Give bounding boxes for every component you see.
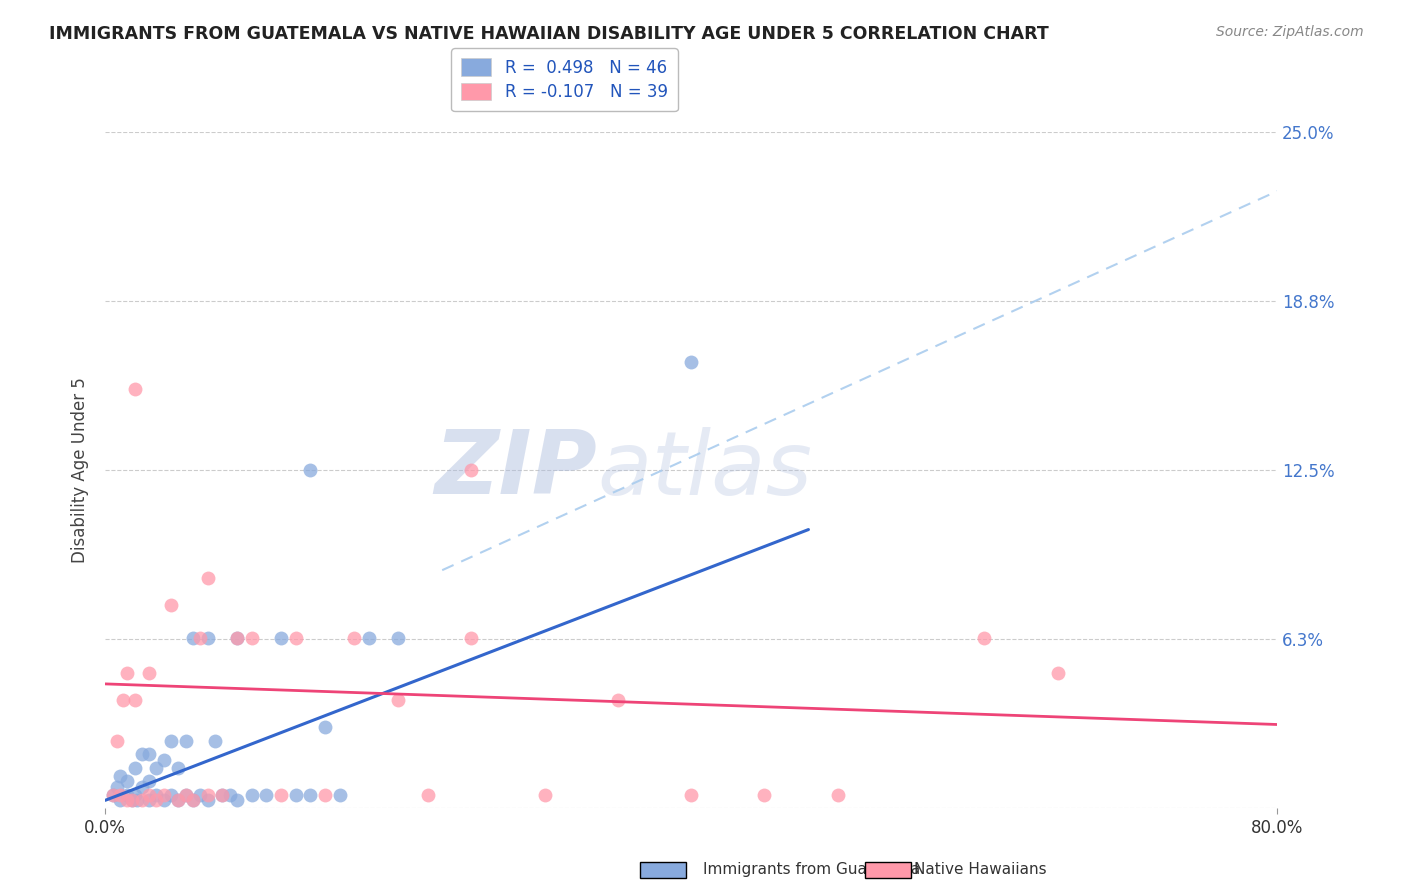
Point [681, 788, 703, 802]
Point [115, 793, 138, 807]
Point [101, 788, 124, 802]
Point [131, 793, 153, 807]
Point [138, 747, 160, 762]
Point [160, 599, 183, 613]
Point [124, 382, 146, 396]
Point [226, 793, 249, 807]
Point [160, 788, 183, 802]
Point [973, 631, 995, 645]
Point [284, 631, 307, 645]
Point [204, 733, 226, 747]
Point [343, 631, 366, 645]
Point [190, 788, 212, 802]
Point [357, 631, 380, 645]
Point [533, 788, 555, 802]
Point [681, 354, 703, 368]
Point [754, 788, 776, 802]
Point [153, 793, 176, 807]
Point [115, 774, 138, 789]
Point [270, 631, 292, 645]
Point [145, 793, 167, 807]
Text: Native Hawaiians: Native Hawaiians [914, 863, 1046, 877]
Text: Immigrants from Guatemala: Immigrants from Guatemala [703, 863, 921, 877]
Point [197, 571, 219, 585]
Point [124, 788, 146, 802]
Point [108, 793, 131, 807]
Point [131, 780, 153, 794]
Point [211, 788, 233, 802]
Point [105, 733, 128, 747]
Point [314, 720, 336, 734]
Point [111, 693, 134, 707]
Point [197, 631, 219, 645]
Point [181, 793, 204, 807]
Point [270, 788, 292, 802]
Point [167, 761, 190, 775]
Point [226, 631, 249, 645]
Point [115, 666, 138, 681]
Point [124, 693, 146, 707]
Point [121, 793, 143, 807]
Point [105, 780, 128, 794]
Point [284, 788, 307, 802]
Text: atlas: atlas [598, 427, 813, 513]
Point [138, 788, 160, 802]
Point [240, 788, 263, 802]
Point [416, 788, 439, 802]
Point [218, 788, 240, 802]
Point [138, 774, 160, 789]
Point [145, 788, 167, 802]
Point [108, 788, 131, 802]
Point [211, 788, 233, 802]
Point [314, 788, 336, 802]
Point [174, 788, 197, 802]
Point [827, 788, 849, 802]
Point [190, 631, 212, 645]
Point [387, 631, 409, 645]
Point [254, 788, 277, 802]
Point [145, 761, 167, 775]
Legend: R =  0.498   N = 46, R = -0.107   N = 39: R = 0.498 N = 46, R = -0.107 N = 39 [451, 48, 678, 112]
Point [131, 747, 153, 762]
Point [181, 631, 204, 645]
Point [299, 788, 322, 802]
Point [174, 733, 197, 747]
Point [181, 793, 204, 807]
Point [160, 733, 183, 747]
Point [197, 793, 219, 807]
Point [167, 793, 190, 807]
Point [138, 793, 160, 807]
Point [101, 788, 124, 802]
Point [174, 788, 197, 802]
Point [115, 788, 138, 802]
Point [387, 693, 409, 707]
Point [460, 463, 482, 477]
Point [127, 793, 149, 807]
Text: Source: ZipAtlas.com: Source: ZipAtlas.com [1216, 25, 1364, 39]
Text: ZIP: ZIP [434, 426, 598, 514]
Point [226, 631, 249, 645]
Point [121, 793, 143, 807]
Point [153, 788, 176, 802]
Point [299, 463, 322, 477]
Point [124, 761, 146, 775]
Point [138, 666, 160, 681]
Text: IMMIGRANTS FROM GUATEMALA VS NATIVE HAWAIIAN DISABILITY AGE UNDER 5 CORRELATION : IMMIGRANTS FROM GUATEMALA VS NATIVE HAWA… [49, 25, 1049, 43]
Point [460, 631, 482, 645]
Point [153, 753, 176, 767]
Point [240, 631, 263, 645]
Y-axis label: Disability Age Under 5: Disability Age Under 5 [72, 377, 89, 563]
Point [197, 788, 219, 802]
Point [607, 693, 630, 707]
Point [1046, 666, 1069, 681]
Point [167, 793, 190, 807]
Point [329, 788, 352, 802]
Point [108, 769, 131, 783]
